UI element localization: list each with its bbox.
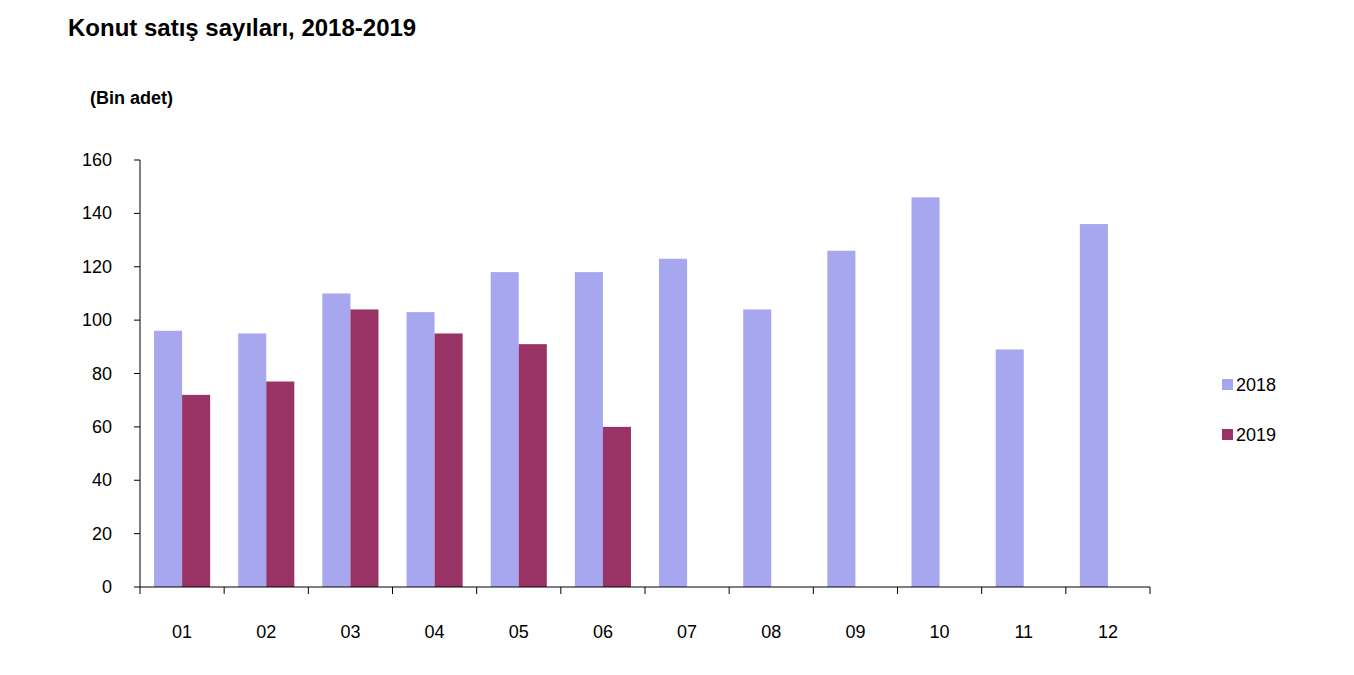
x-tick — [897, 587, 898, 594]
bar — [238, 333, 266, 587]
bar — [435, 333, 463, 587]
bar — [266, 382, 294, 587]
y-tick — [134, 533, 140, 534]
bar — [182, 395, 210, 587]
bar — [575, 272, 603, 587]
x-tick — [1065, 587, 1066, 594]
bar — [996, 349, 1024, 587]
x-tick-label: 03 — [340, 622, 360, 642]
bar — [827, 251, 855, 587]
y-tick-label: 40 — [92, 470, 112, 490]
x-tick — [392, 587, 393, 594]
legend-key — [1222, 429, 1233, 440]
chart-svg: Konut satış sayıları, 2018-2019 (Bin adet… — [0, 0, 1354, 675]
bar — [603, 427, 631, 587]
y-tick-label: 80 — [92, 364, 112, 384]
legend-label: 2018 — [1236, 375, 1276, 395]
y-tick — [134, 266, 140, 267]
x-tick-label: 07 — [677, 622, 697, 642]
bar — [154, 331, 182, 587]
x-tick-label: 02 — [256, 622, 276, 642]
legend-label: 2019 — [1236, 425, 1276, 445]
x-tick-label: 09 — [845, 622, 865, 642]
x-tick-label: 11 — [1014, 622, 1033, 642]
subtitle: (Bin adet) — [90, 88, 173, 108]
x-tick — [560, 587, 561, 594]
x-tick-label: 06 — [593, 622, 613, 642]
title: Konut satış sayıları, 2018-2019 — [68, 14, 416, 41]
y-tick — [134, 480, 140, 481]
y-tick — [134, 426, 140, 427]
y-tick-label: 140 — [82, 203, 112, 223]
y-tick-label: 60 — [92, 417, 112, 437]
x-tick-label: 05 — [509, 622, 529, 642]
y-tick — [134, 160, 140, 161]
y-tick — [134, 587, 140, 588]
x-tick — [729, 587, 730, 594]
bar — [322, 293, 350, 587]
bar — [912, 197, 940, 587]
y-tick-label: 120 — [82, 257, 112, 277]
x-tick — [476, 587, 477, 594]
x-tick — [140, 587, 141, 594]
x-tick — [645, 587, 646, 594]
y-tick-label: 160 — [82, 150, 112, 170]
bar — [350, 309, 378, 587]
x-tick — [813, 587, 814, 594]
x-tick-label: 12 — [1098, 622, 1118, 642]
y-tick-label: 0 — [102, 577, 112, 597]
x-tick-label: 01 — [172, 622, 192, 642]
y-tick-label: 100 — [82, 310, 112, 330]
bar — [491, 272, 519, 587]
legend-key — [1222, 379, 1233, 390]
y-tick — [134, 373, 140, 374]
y-tick — [134, 320, 140, 321]
bar — [743, 309, 771, 587]
chart-container: Konut satış sayıları, 2018-2019 (Bin adet… — [0, 0, 1354, 675]
x-tick — [224, 587, 225, 594]
x-tick-label: 04 — [425, 622, 445, 642]
bars — [154, 197, 1108, 587]
x-tick-label: 10 — [930, 622, 950, 642]
y-tick — [134, 213, 140, 214]
x-tick — [981, 587, 982, 594]
bar — [407, 312, 435, 587]
x-tick-label: 08 — [761, 622, 781, 642]
bar — [1080, 224, 1108, 587]
bar — [519, 344, 547, 587]
bar — [659, 259, 687, 587]
y-tick-label: 20 — [92, 524, 112, 544]
x-tick — [1150, 587, 1151, 594]
x-tick — [308, 587, 309, 594]
